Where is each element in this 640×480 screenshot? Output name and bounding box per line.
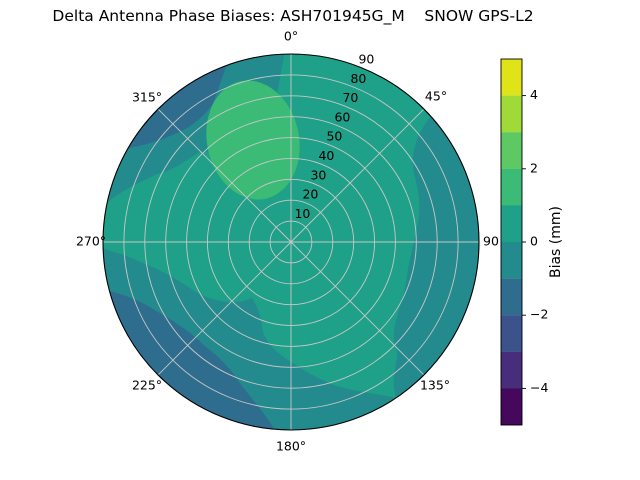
- theta-label-180: 180°: [276, 439, 306, 454]
- theta-label-45: 45°: [425, 89, 447, 104]
- colorbar-band: [501, 205, 522, 243]
- colorbar-band: [501, 242, 522, 279]
- colorbar-tick-labels: 4 2 0 −2 −4: [530, 87, 548, 395]
- colorbar-axis-label: Bias (mm): [548, 206, 564, 278]
- polar-axes: 10 20 30 40 50 60 70 80 90 0° 45° 90 135…: [76, 29, 499, 454]
- theta-label-270: 270°: [76, 234, 106, 249]
- radial-tick-labels: 10 20 30 40 50 60 70 80 90: [294, 52, 374, 221]
- angular-tick-labels: 0° 45° 90 135° 180° 225° 270° 315°: [76, 29, 499, 454]
- colorbar-band: [501, 315, 522, 352]
- theta-label-0: 0°: [284, 29, 298, 44]
- polar-grid-spoke: [157, 108, 292, 243]
- theta-label-225: 225°: [132, 378, 162, 393]
- polar-grid-spoke: [157, 241, 292, 376]
- polar-grid-spoke: [290, 241, 425, 376]
- radial-label-20: 20: [302, 187, 318, 202]
- radial-label-70: 70: [342, 90, 358, 105]
- radial-label-80: 80: [350, 71, 366, 86]
- colorbar-band: [501, 388, 522, 425]
- colorbar-tick-4: 4: [530, 87, 538, 102]
- colorbar-tick-n4: −4: [530, 380, 548, 395]
- radial-label-10: 10: [294, 206, 310, 221]
- chart-title: Delta Antenna Phase Biases: ASH701945G_M…: [52, 7, 534, 25]
- theta-label-315: 315°: [132, 90, 162, 105]
- colorbar-band: [501, 278, 522, 316]
- radial-label-90: 90: [358, 52, 374, 67]
- radial-label-60: 60: [334, 109, 350, 124]
- polar-grid-spoke: [290, 108, 425, 243]
- theta-label-90: 90: [483, 234, 499, 249]
- colorbar-band: [501, 132, 522, 169]
- polar-grid: [103, 54, 479, 430]
- colorbar-tick-2: 2: [530, 160, 538, 175]
- colorbar-band: [501, 95, 522, 133]
- theta-label-135: 135°: [420, 378, 450, 393]
- colorbar: 4 2 0 −2 −4 Bias (mm): [500, 58, 564, 426]
- plot-boundary: [102, 53, 480, 431]
- colorbar-tick-n2: −2: [530, 307, 548, 322]
- colorbar-ticks: [522, 95, 526, 389]
- colorbar-band: [501, 168, 522, 206]
- contour-region-deep-upper-left: [128, 65, 227, 148]
- radial-label-40: 40: [318, 148, 334, 163]
- colorbar-band: [501, 351, 522, 389]
- contour-region-high-north-patch: [206, 80, 300, 200]
- radial-label-30: 30: [310, 167, 326, 182]
- colorbar-band: [501, 59, 522, 96]
- colorbar-bands: [501, 59, 522, 425]
- colorbar-tick-0: 0: [530, 234, 538, 249]
- contour-region-deep-bottom-left: [109, 290, 275, 430]
- radial-label-50: 50: [326, 129, 342, 144]
